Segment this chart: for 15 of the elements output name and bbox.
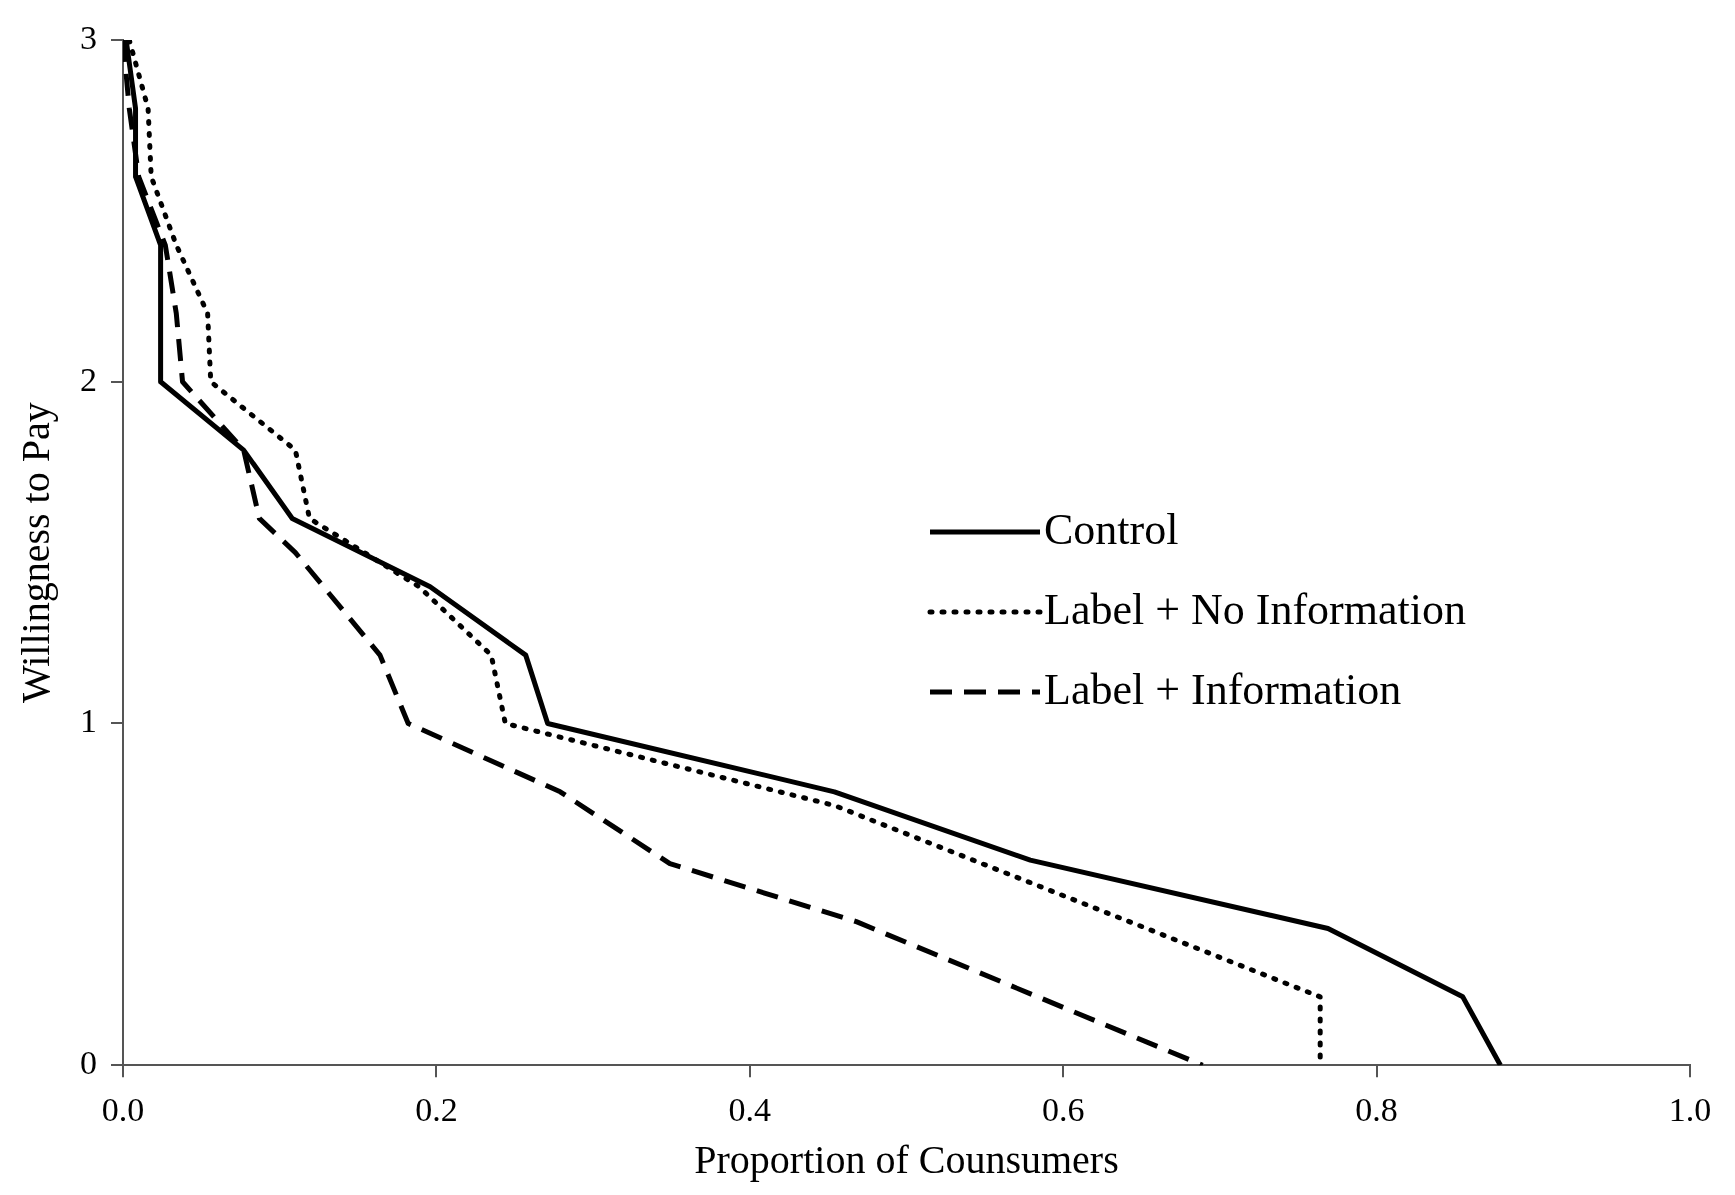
y-axis-title: Willingness to Pay <box>12 402 58 703</box>
x-tick-label: 0.0 <box>101 1090 145 1128</box>
x-axis-title: Proportion of Counsumers <box>694 1136 1119 1182</box>
legend-label: Label + No Information <box>1044 584 1466 634</box>
x-tick-label: 0.6 <box>1041 1090 1085 1128</box>
legend-label: Label + Information <box>1044 664 1402 714</box>
legend-label: Control <box>1044 504 1179 554</box>
y-tick-label: 0 <box>80 1044 97 1082</box>
y-tick-label: 1 <box>80 702 97 740</box>
y-tick-label: 3 <box>80 18 97 56</box>
x-tick-label: 0.2 <box>415 1090 458 1128</box>
x-tick-label: 1.0 <box>1668 1090 1712 1128</box>
x-tick-label: 0.4 <box>728 1090 772 1128</box>
x-tick-label: 0.8 <box>1355 1090 1398 1128</box>
y-tick-label: 2 <box>80 360 97 398</box>
